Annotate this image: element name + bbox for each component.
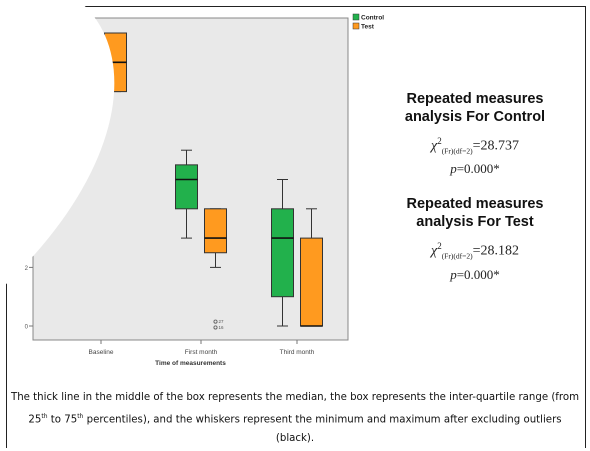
stats-panel: Repeated measures analysis For Control χ…	[380, 90, 570, 283]
outlier-label: 16	[219, 325, 225, 330]
control-p-value: p=0.000*	[380, 161, 570, 177]
x-tick-label: Baseline	[89, 349, 114, 356]
control-chi-square: χ2(Fr)(df=2)=28.737	[380, 136, 570, 155]
test-p-value: p=0.000*	[380, 267, 570, 283]
test-analysis-heading: Repeated measures analysis For Test	[406, 196, 544, 231]
p-symbol: p	[450, 161, 457, 177]
p-value: =0.000*	[456, 266, 500, 282]
caption-part-1: The thick line in the middle of the box …	[10, 392, 580, 426]
test-chi-square: χ2(Fr)(df=2)=28.182	[380, 241, 570, 260]
chi-value: =28.182	[472, 244, 519, 260]
y-tick-label: 10	[21, 32, 28, 38]
chi-sub: (Fr)(df=2)	[441, 146, 473, 156]
chi-symbol: χ	[431, 138, 438, 154]
box-test	[204, 208, 227, 254]
y-axis-label: VAS score	[20, 164, 26, 194]
control-analysis-heading: Repeated measures analysis For Control	[404, 91, 546, 125]
caption-part-2: to 75	[47, 414, 78, 426]
y-tick-label: 0	[25, 325, 29, 331]
x-tick-label: First month	[185, 349, 218, 356]
x-axis-label: Time of measurements	[155, 360, 226, 367]
chi-sup: 2	[437, 136, 442, 146]
outlier-point	[213, 325, 218, 330]
y-tick-label: 2	[25, 266, 29, 272]
chi-sup: 2	[437, 241, 442, 252]
box-control	[175, 164, 198, 210]
box-control	[271, 208, 294, 298]
legend-label-control: Control	[361, 15, 384, 22]
x-tick-label: Third month	[280, 349, 315, 356]
y-tick-label: 4	[25, 207, 29, 213]
caption-part-3: percentiles), and the whiskers represent…	[83, 414, 562, 445]
chi-symbol: χ	[431, 244, 438, 260]
figure-caption: The thick line in the middle of the box …	[10, 388, 580, 448]
outlier-label: 27	[219, 319, 225, 324]
p-symbol: p	[450, 266, 457, 282]
y-tick-label: 8	[25, 90, 29, 96]
legend-label-test: Test	[361, 24, 375, 31]
legend-swatch-control	[352, 13, 360, 21]
box-test	[300, 237, 323, 327]
legend-swatch-test	[352, 22, 360, 30]
p-value: =0.000*	[456, 161, 500, 177]
caption-sup-1: th	[41, 413, 48, 420]
chi-sub: (Fr)(df=2)	[441, 251, 473, 261]
chi-value: =28.737	[472, 138, 519, 154]
outlier-point	[213, 319, 218, 324]
caption-sup-2: th	[77, 413, 84, 420]
box-control	[75, 32, 98, 78]
y-tick-label: 6	[25, 149, 29, 155]
